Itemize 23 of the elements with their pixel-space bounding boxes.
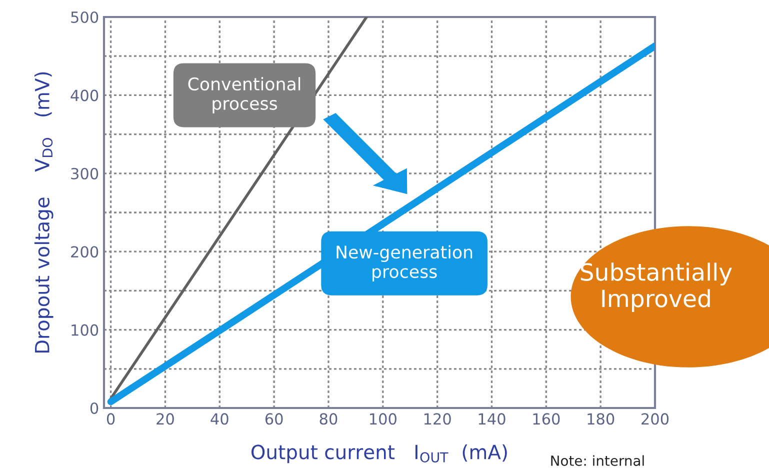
y-tick-label: 200	[71, 246, 98, 258]
x-tick-label: 120	[424, 413, 451, 425]
x-tick-label: 140	[478, 413, 506, 425]
y-tick-label: 0	[90, 402, 98, 414]
x-tick-label: 60	[265, 413, 283, 425]
x-tick-label: 160	[533, 413, 560, 425]
x-tick-label: 0	[106, 413, 115, 425]
y-tick-label: 100	[72, 324, 98, 336]
text: Note: internal	[551, 455, 644, 466]
x-tick-label: 80	[320, 413, 338, 425]
series-label: New-generation process	[336, 245, 472, 282]
series-label: Conventional process	[188, 77, 300, 114]
x-tick-label: 20	[156, 413, 174, 425]
text: Dropout voltage V$_{DO}$ (mV)	[34, 72, 54, 353]
y-tick-label: 400	[70, 90, 98, 102]
annotation: Substantially Improved	[580, 262, 732, 312]
x-tick-label: 180	[588, 413, 614, 425]
y-tick-label: 500	[71, 11, 98, 24]
x-tick-label: 40	[210, 413, 228, 425]
x-tick-label: 100	[370, 413, 396, 425]
x-tick-label: 200	[642, 413, 669, 425]
x-axis-title: Output current I$_{OUT}$ (mA)	[251, 444, 507, 464]
y-tick-label: 300	[71, 168, 98, 180]
